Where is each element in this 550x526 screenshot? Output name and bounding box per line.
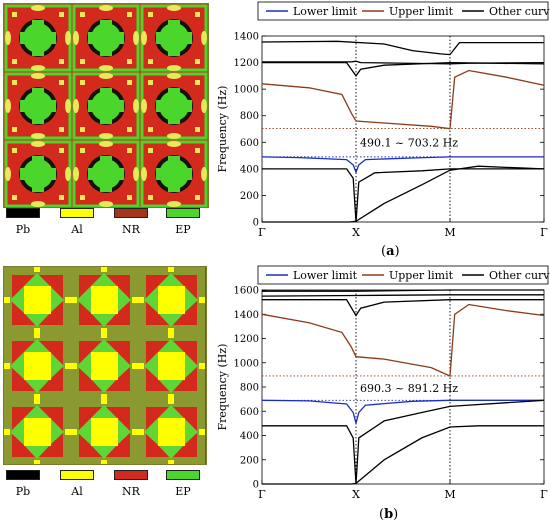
legend-entry: Lower limit [293, 269, 358, 282]
y-tick-label: 600 [240, 407, 259, 418]
band-structure-chart-b: Lower limit Upper limit Other curves 0 200 40… [216, 265, 550, 501]
x-tick-label: M [444, 226, 455, 239]
unit-cell-b-svg [4, 267, 206, 464]
y-tick-label: 800 [240, 111, 259, 122]
legend-label: EP [175, 485, 191, 498]
al-swatch [60, 208, 94, 218]
y-tick-label: 1200 [234, 334, 259, 345]
x-tick-label: X [352, 488, 360, 501]
x-tick-label: Γ [540, 226, 548, 239]
legend-label: EP [175, 223, 191, 236]
y-tick-label: 600 [240, 138, 259, 149]
x-tick-label: M [444, 488, 455, 501]
legend-item-ep: EP [166, 208, 200, 236]
legend-label: Pb [15, 223, 31, 236]
band-gap-annotation: 690.3 ~ 891.2 Hz [360, 382, 458, 395]
legend-box [257, 265, 549, 285]
unit-cell-image-b [3, 266, 207, 465]
chart-legend: Lower limit Upper limit Other curves [257, 1, 550, 21]
legend-label: NR [122, 485, 140, 498]
y-tick-label: 0 [253, 480, 259, 491]
y-tick-label: 200 [240, 455, 259, 466]
unit-cell-a-svg [4, 4, 208, 207]
series-curve-3 [262, 399, 545, 485]
panel-label-a: (a) [381, 244, 400, 259]
series-curve-2 [262, 165, 545, 223]
legend-entry: Upper limit [389, 5, 454, 18]
series-curve-2 [262, 425, 544, 485]
series-curve-6 [261, 40, 544, 56]
legend-entry: Upper limit [389, 269, 454, 282]
material-legend-b: Pb Al NR EP [0, 470, 210, 510]
series-curve-6 [262, 289, 544, 292]
legend-label: Al [71, 485, 83, 498]
ep-swatch [166, 470, 200, 480]
y-tick-label: 0 [253, 218, 259, 229]
series-curve-1 [261, 303, 545, 377]
y-tick-label: 400 [240, 431, 259, 442]
series-curve-4 [262, 61, 545, 78]
legend-label: NR [122, 223, 140, 236]
legend-box [257, 1, 549, 21]
y-tick-label: 1600 [234, 286, 259, 297]
chart-legend: Lower limit Upper limit Other curves [257, 265, 550, 285]
al-swatch [60, 470, 94, 480]
legend-entry: Other curves [489, 5, 550, 18]
y-tick-label: 1400 [234, 32, 259, 43]
x-tick-label: Γ [258, 488, 266, 501]
nr-swatch [114, 470, 148, 480]
x-tick-label: X [352, 226, 360, 239]
legend-entry: Lower limit [293, 5, 358, 18]
series-curve-0 [261, 399, 544, 424]
legend-item-al: Al [60, 470, 94, 498]
x-tick-label: Γ [258, 226, 266, 239]
x-tick-label: Γ [540, 488, 548, 501]
y-tick-label: 1200 [234, 58, 259, 69]
unit-cell-image-a [3, 3, 209, 208]
y-tick-label: 400 [240, 164, 259, 175]
series-curve-5 [261, 294, 544, 297]
band-structure-chart-a: Lower limit Upper limit Other curves 0 200 40… [216, 1, 550, 239]
pb-swatch [6, 208, 40, 218]
series-curve-1 [261, 69, 545, 130]
legend-item-al: Al [60, 208, 94, 236]
band-gap-annotation: 490.1 ~ 703.2 Hz [360, 137, 458, 150]
y-tick-label: 200 [240, 191, 259, 202]
ep-swatch [166, 208, 200, 218]
legend-label: Pb [15, 485, 31, 498]
pb-swatch [6, 470, 40, 480]
panel-label-b: (b) [379, 507, 399, 522]
y-tick-label: 800 [240, 383, 259, 394]
series-curve-4 [262, 299, 544, 317]
legend-label: Al [71, 223, 83, 236]
y-tick-label: 1000 [234, 85, 259, 96]
legend-item-pb: Pb [6, 208, 40, 236]
y-tick-label: 1000 [234, 358, 259, 369]
legend-item-ep: EP [166, 470, 200, 498]
y-axis-label: Frequency (Hz) [216, 344, 229, 431]
series-curve-5 [262, 60, 545, 65]
material-legend-a: Pb Al NR EP [0, 208, 210, 248]
legend-entry: Other curves [489, 269, 550, 282]
legend-item-nr: NR [114, 470, 148, 498]
series-curve-3 [262, 168, 544, 223]
legend-item-nr: NR [114, 208, 148, 236]
y-axis-label: Frequency (Hz) [216, 86, 229, 173]
series-curve-0 [261, 156, 544, 175]
nr-swatch [114, 208, 148, 218]
legend-item-pb: Pb [6, 470, 40, 498]
y-tick-label: 1400 [234, 310, 259, 321]
